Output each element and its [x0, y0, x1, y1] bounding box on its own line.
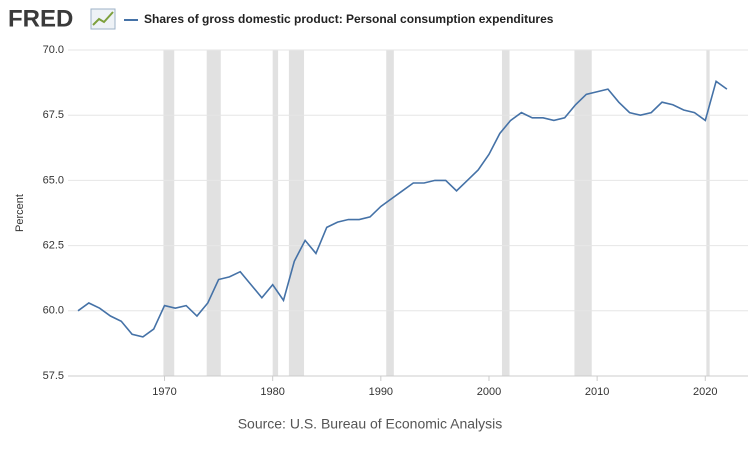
recession-band [206, 50, 221, 376]
recession-band [386, 50, 394, 376]
x-tick-label: 2020 [693, 386, 717, 398]
x-tick-label: 1980 [260, 386, 284, 398]
recession-band [272, 50, 279, 376]
y-axis-label: Percent [14, 194, 26, 232]
y-tick-label: 67.5 [43, 109, 64, 121]
recession-band [288, 50, 305, 376]
recession-band [706, 50, 710, 376]
recession-band [574, 50, 592, 376]
series-line [77, 79, 728, 338]
y-tick-label: 62.5 [43, 240, 64, 252]
legend-label: Shares of gross domestic product: Person… [144, 12, 554, 26]
y-tick-label: 60.0 [43, 305, 64, 317]
x-tick-label: 2010 [585, 386, 609, 398]
recession-band [501, 50, 510, 376]
source: Source: U.S. Bureau of Economic Analysis [238, 416, 503, 432]
plot-area [68, 44, 748, 376]
x-tick-label: 1970 [152, 386, 176, 398]
logo: FRED [8, 5, 73, 32]
y-tick-label: 57.5 [43, 370, 64, 382]
x-tick-label: 1990 [369, 386, 393, 398]
logo-icon [90, 8, 116, 30]
recession-band [163, 50, 175, 376]
x-tick-label: 2000 [477, 386, 501, 398]
y-tick-label: 70.0 [43, 44, 64, 56]
y-tick-label: 65.0 [43, 174, 64, 186]
